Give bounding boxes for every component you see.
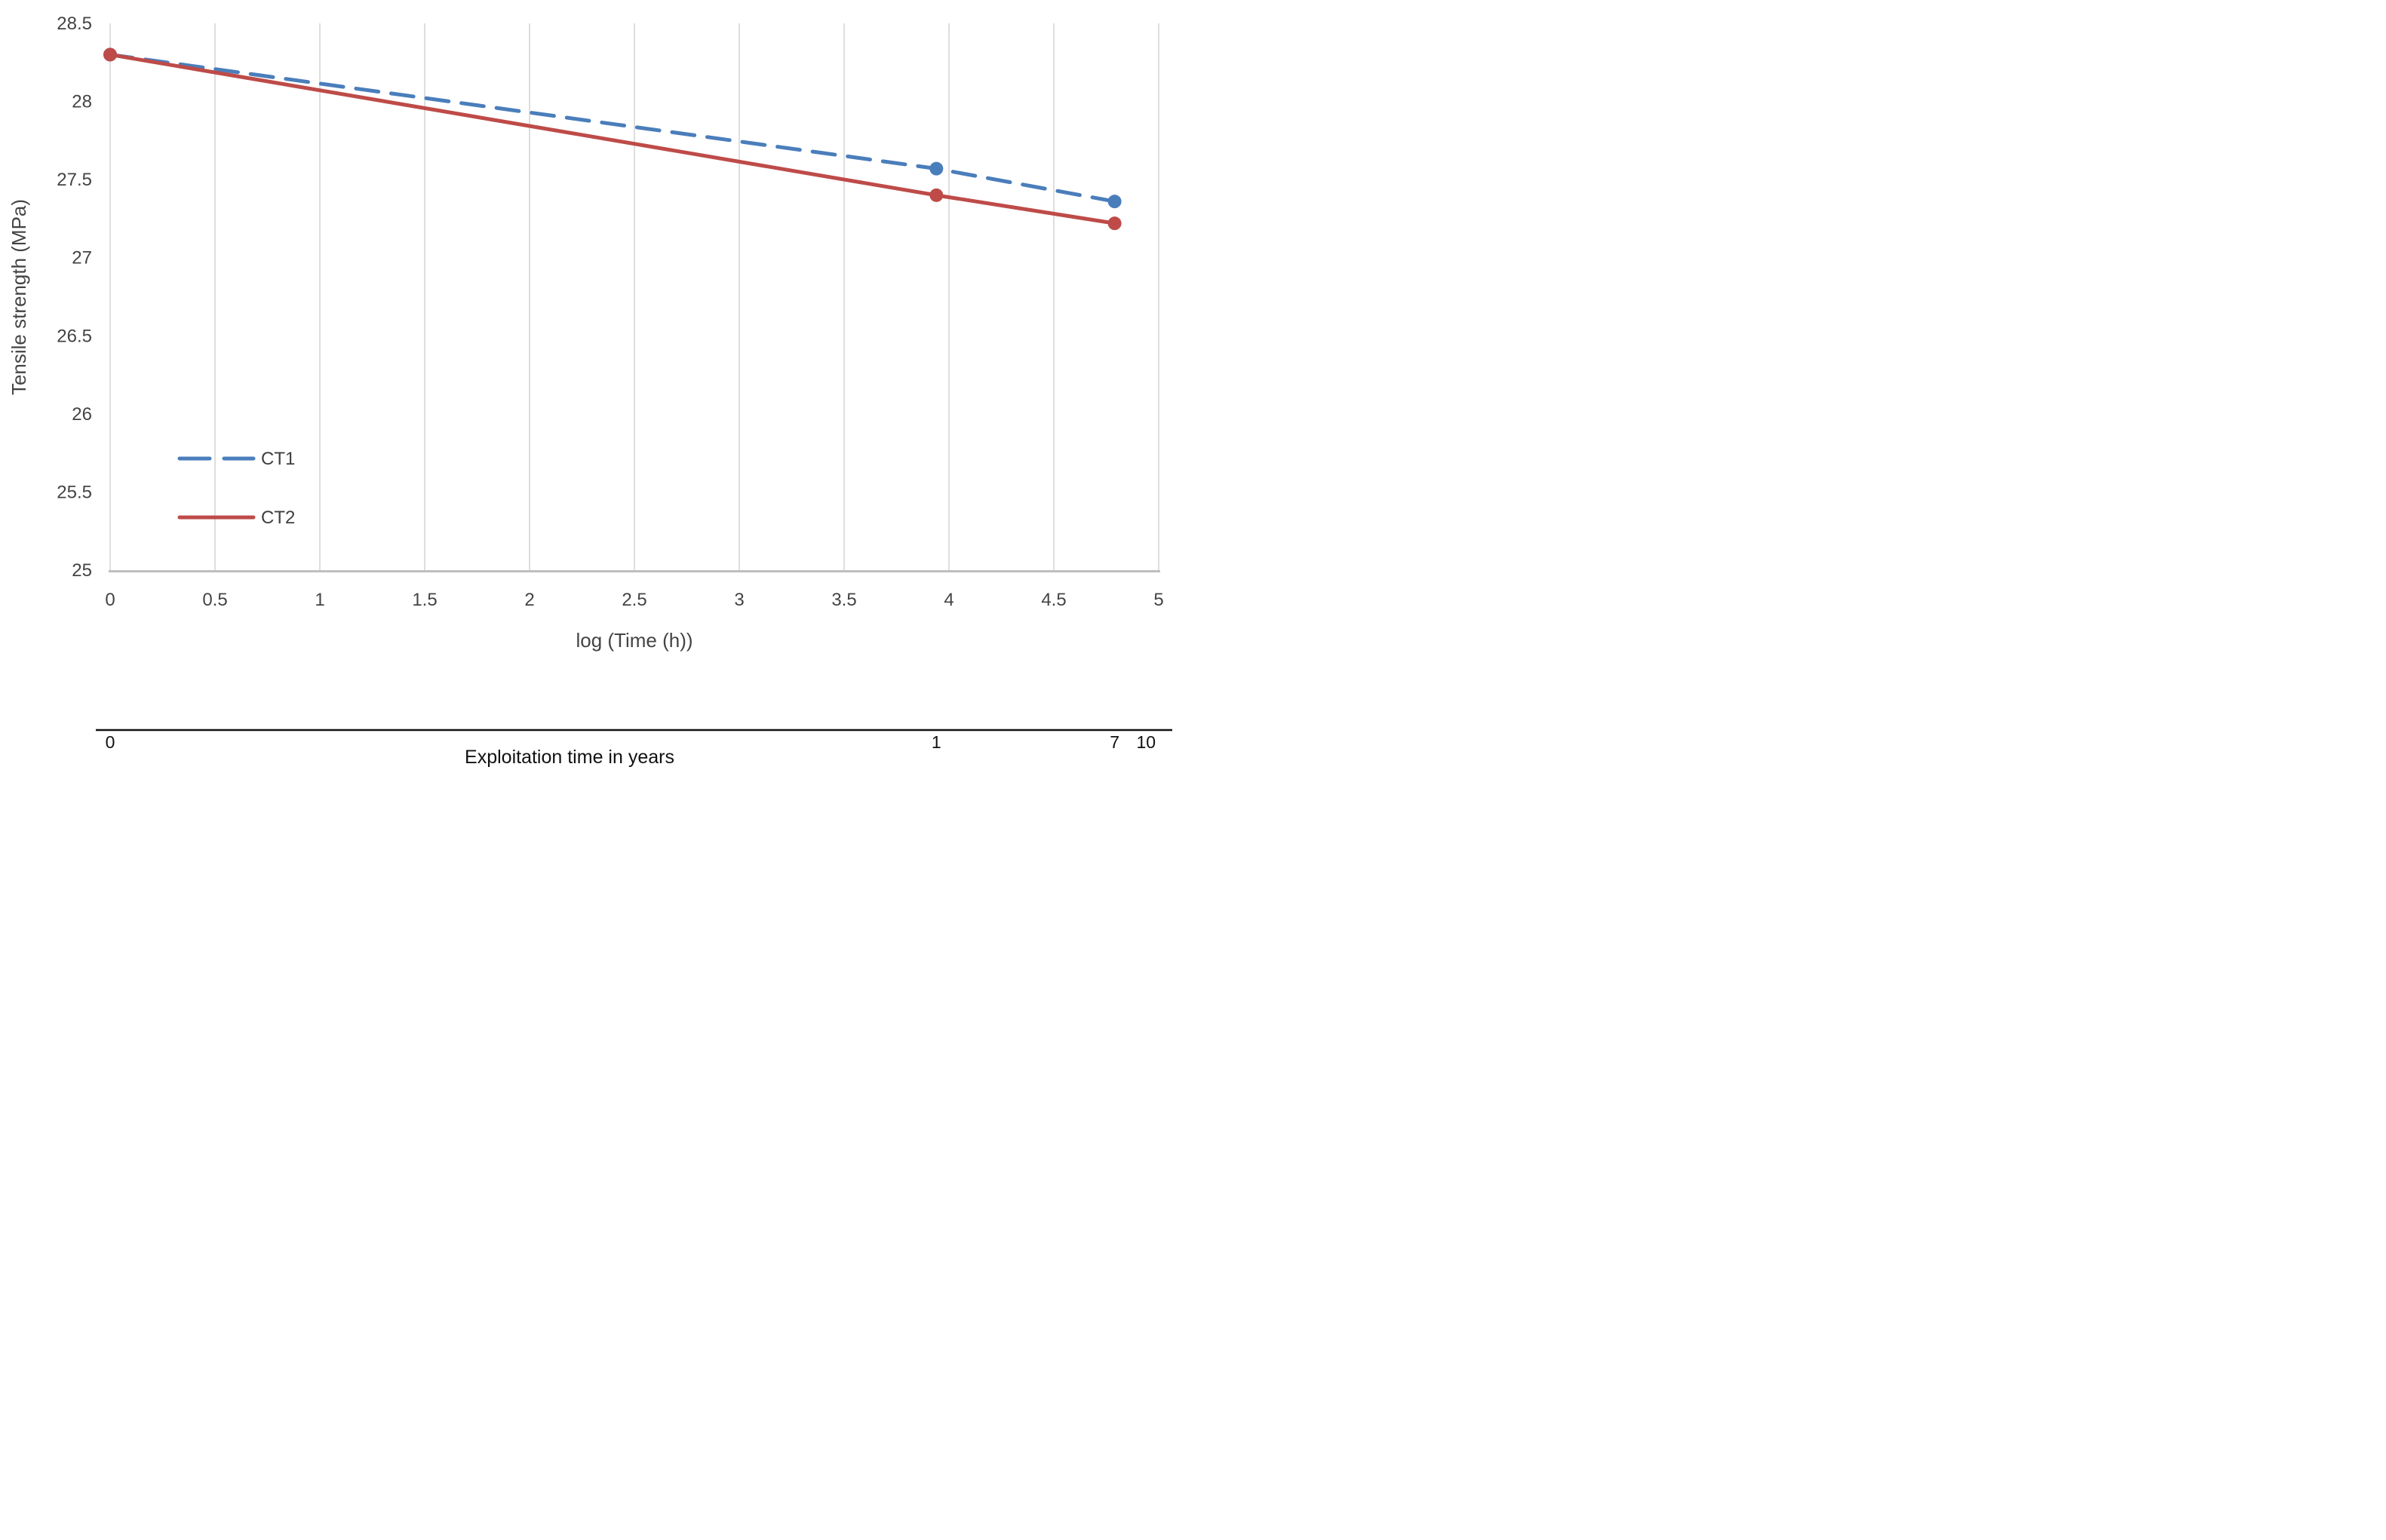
series-marker-CT2-1 bbox=[929, 188, 944, 202]
x-tick-label-3: 3 bbox=[734, 590, 744, 610]
x-tick-label-2: 2 bbox=[524, 590, 534, 610]
x-tick-label-0.5: 0.5 bbox=[202, 590, 227, 610]
series-marker-CT1-1 bbox=[929, 161, 944, 176]
series-line-CT1 bbox=[108, 52, 1117, 204]
tick-label-layer: 25 25.5 26 26.5 27 27.5 28 28.5 0 0.5 1 1.5 2 2.5 3 3.5… bbox=[57, 14, 1163, 610]
series-line-CT2 bbox=[108, 52, 1117, 225]
legend-label-CT1: CT1 bbox=[261, 449, 295, 469]
y-tick-label-28: 28 bbox=[72, 92, 92, 112]
y-tick-label-27: 27 bbox=[72, 248, 92, 268]
secondary-tick-label-1: 1 bbox=[932, 732, 941, 752]
y-tick-label-26.5: 26.5 bbox=[57, 326, 92, 346]
y-tick-label-26: 26 bbox=[72, 404, 92, 425]
series-marker-CT1-2 bbox=[1107, 195, 1122, 209]
series-marker-CT2-0 bbox=[103, 48, 117, 62]
y-tick-label-25: 25 bbox=[72, 560, 92, 581]
x-tick-label-4.5: 4.5 bbox=[1041, 590, 1066, 610]
gridline-layer bbox=[109, 23, 1160, 572]
y-axis-title: Tensile strength (MPa) bbox=[8, 199, 30, 395]
x-tick-label-1: 1 bbox=[315, 590, 324, 610]
tensile-strength-chart: 25 25.5 26 26.5 27 27.5 28 28.5 0 0.5 1 1.5 2 2.5 3 3.5… bbox=[8, 14, 1172, 768]
series-layer bbox=[103, 48, 1122, 231]
legend: CT1 CT2 bbox=[177, 449, 295, 528]
y-tick-label-27.5: 27.5 bbox=[57, 170, 92, 190]
legend-label-CT2: CT2 bbox=[261, 508, 295, 528]
x-tick-label-1.5: 1.5 bbox=[412, 590, 437, 610]
x-tick-label-3.5: 3.5 bbox=[831, 590, 856, 610]
x-tick-label-2.5: 2.5 bbox=[622, 590, 646, 610]
chart-figure: 25 25.5 26 26.5 27 27.5 28 28.5 0 0.5 1 1.5 2 2.5 3 3.5… bbox=[0, 0, 1193, 770]
secondary-axis-title: Exploitation time in years bbox=[465, 747, 674, 768]
x-axis-title: log (Time (h)) bbox=[576, 629, 692, 652]
series-marker-CT2-2 bbox=[1107, 216, 1122, 231]
secondary-tick-label-10: 10 bbox=[1137, 732, 1156, 752]
x-tick-label-0: 0 bbox=[105, 590, 115, 610]
secondary-axis: Exploitation time in years 0 1 7 10 bbox=[96, 729, 1172, 768]
y-tick-label-28.5: 28.5 bbox=[57, 14, 92, 34]
x-tick-label-4: 4 bbox=[944, 590, 953, 610]
secondary-tick-label-7: 7 bbox=[1110, 732, 1119, 752]
secondary-tick-label-0: 0 bbox=[106, 732, 115, 752]
x-tick-label-5: 5 bbox=[1153, 590, 1163, 610]
y-tick-label-25.5: 25.5 bbox=[57, 482, 92, 502]
